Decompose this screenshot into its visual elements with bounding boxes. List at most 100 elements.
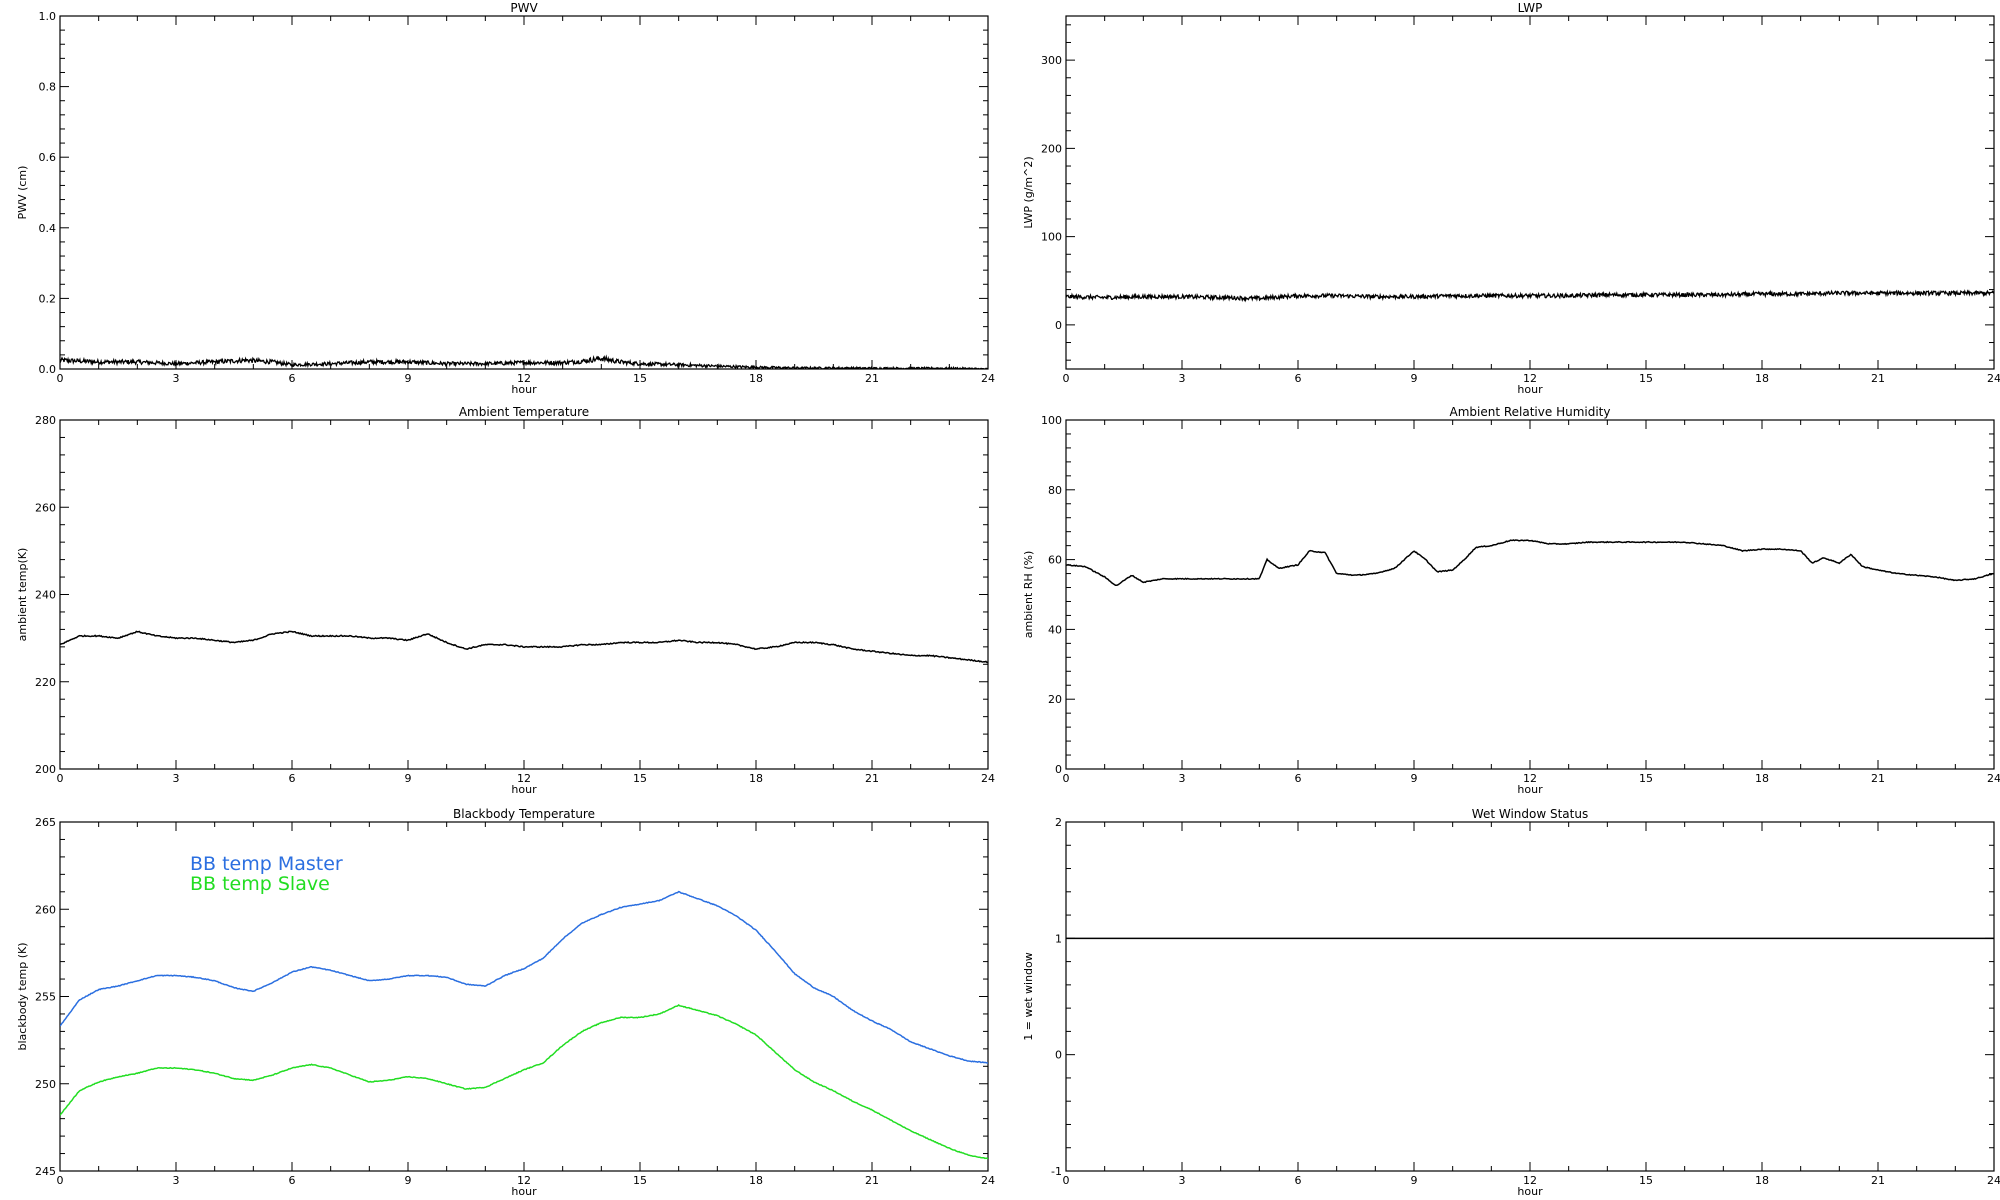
y-tick-label: 245 (35, 1165, 56, 1178)
x-tick-label: 9 (1411, 372, 1418, 385)
x-tick-label: 18 (749, 372, 763, 385)
x-tick-label: 3 (1179, 372, 1186, 385)
x-tick-label: 3 (173, 372, 180, 385)
y-tick-label: 0 (1055, 1049, 1062, 1062)
x-tick-label: 12 (517, 1174, 531, 1187)
chart-panel-2: Ambient Temperature 0 3 6 9 12 15 18 21 24 200 220 2… (16, 405, 995, 796)
y-tick-label: 0.2 (39, 292, 57, 305)
x-tick-label: 6 (289, 772, 296, 785)
x-tick-label: 0 (57, 372, 64, 385)
x-tick-label: 24 (1987, 772, 2000, 785)
x-tick-label: 24 (1987, 372, 2000, 385)
x-axis-label: hour (1517, 383, 1543, 396)
x-tick-label: 15 (633, 772, 647, 785)
y-tick-label: 280 (35, 414, 56, 427)
x-tick-label: 6 (1295, 1174, 1302, 1187)
x-axis-label: hour (511, 783, 537, 796)
x-tick-label: 24 (981, 372, 995, 385)
y-axis-label: 1 = wet window (1022, 952, 1035, 1041)
x-tick-label: 24 (981, 1174, 995, 1187)
x-tick-label: 0 (1063, 1174, 1070, 1187)
x-tick-label: 0 (57, 772, 64, 785)
x-tick-label: 0 (57, 1174, 64, 1187)
y-tick-label: 265 (35, 816, 56, 829)
y-axis-label: PWV (cm) (16, 166, 29, 220)
y-tick-label: 255 (35, 991, 56, 1004)
x-tick-label: 12 (1523, 772, 1537, 785)
x-tick-label: 12 (1523, 372, 1537, 385)
y-tick-label: 60 (1048, 554, 1062, 567)
y-tick-label: 0 (1055, 319, 1062, 332)
chart-title: Ambient Relative Humidity (1450, 405, 1611, 419)
plot-frame (59, 419, 989, 770)
x-tick-label: 9 (405, 1174, 412, 1187)
y-tick-label: 200 (1041, 142, 1062, 155)
y-tick-label: 220 (35, 676, 56, 689)
x-tick-label: 18 (1755, 372, 1769, 385)
x-tick-label: 6 (289, 372, 296, 385)
chart-title: PWV (510, 1, 538, 15)
y-axis-label: blackbody temp (K) (16, 943, 29, 1051)
plot-frame (1065, 15, 1995, 370)
y-tick-label: 0 (1055, 763, 1062, 776)
y-tick-label: 2 (1055, 816, 1062, 829)
y-tick-label: 1.0 (39, 10, 57, 23)
x-axis-label: hour (511, 383, 537, 396)
x-tick-label: 3 (173, 1174, 180, 1187)
x-tick-label: 6 (289, 1174, 296, 1187)
y-tick-label: 0.4 (39, 222, 57, 235)
y-tick-label: 200 (35, 763, 56, 776)
x-tick-label: 15 (1639, 1174, 1653, 1187)
y-tick-label: 240 (35, 589, 56, 602)
plot-frame (1065, 821, 1995, 1172)
x-tick-label: 18 (749, 1174, 763, 1187)
x-tick-label: 18 (749, 772, 763, 785)
series-line-0 (60, 890, 988, 1064)
plot-frame (59, 15, 989, 370)
x-tick-label: 9 (1411, 1174, 1418, 1187)
x-tick-label: 0 (1063, 772, 1070, 785)
y-axis-label: ambient RH (%) (1022, 551, 1035, 639)
x-tick-label: 0 (1063, 372, 1070, 385)
y-tick-label: 1 (1055, 932, 1062, 945)
x-tick-label: 15 (1639, 772, 1653, 785)
series-line-0 (60, 354, 988, 369)
x-axis-label: hour (1517, 783, 1543, 796)
y-tick-label: 0.6 (39, 151, 57, 164)
x-tick-label: 12 (517, 372, 531, 385)
legend-entry: BB temp Slave (190, 873, 330, 895)
y-axis-label: LWP (g/m^2) (1022, 156, 1035, 228)
y-tick-label: -1 (1051, 1165, 1062, 1178)
chart-panel-0: PWV 0 3 6 9 12 15 18 21 24 0.0 0.2 0.4 0.6 0.8 1.0 hour P… (16, 1, 995, 396)
x-tick-label: 9 (1411, 772, 1418, 785)
chart-panel-1: LWP 0 3 6 9 12 15 18 21 24 0 100 200 300 hour LWP (g/m^… (1022, 1, 2000, 396)
y-tick-label: 80 (1048, 484, 1062, 497)
y-tick-label: 100 (1041, 231, 1062, 244)
y-tick-label: 0.0 (39, 363, 57, 376)
y-tick-label: 40 (1048, 623, 1062, 636)
x-tick-label: 18 (1755, 772, 1769, 785)
x-axis-label: hour (1517, 1185, 1543, 1198)
legend-entry: BB temp Master (190, 853, 343, 875)
series-line-0 (1066, 539, 1994, 587)
x-tick-label: 21 (865, 772, 879, 785)
chart-title: Ambient Temperature (459, 405, 589, 419)
x-tick-label: 21 (865, 1174, 879, 1187)
x-tick-label: 15 (633, 1174, 647, 1187)
x-tick-label: 21 (1871, 1174, 1885, 1187)
x-tick-label: 12 (1523, 1174, 1537, 1187)
x-tick-label: 9 (405, 372, 412, 385)
x-tick-label: 18 (1755, 1174, 1769, 1187)
chart-panel-3: Ambient Relative Humidity 0 3 6 9 12 15 18 21 24 0… (1022, 405, 2000, 796)
x-tick-label: 24 (1987, 1174, 2000, 1187)
y-tick-label: 260 (35, 903, 56, 916)
x-tick-label: 3 (1179, 772, 1186, 785)
y-tick-label: 100 (1041, 414, 1062, 427)
x-tick-label: 3 (173, 772, 180, 785)
y-tick-label: 260 (35, 501, 56, 514)
chart-title: Blackbody Temperature (453, 807, 595, 821)
x-tick-label: 21 (1871, 372, 1885, 385)
x-tick-label: 3 (1179, 1174, 1186, 1187)
